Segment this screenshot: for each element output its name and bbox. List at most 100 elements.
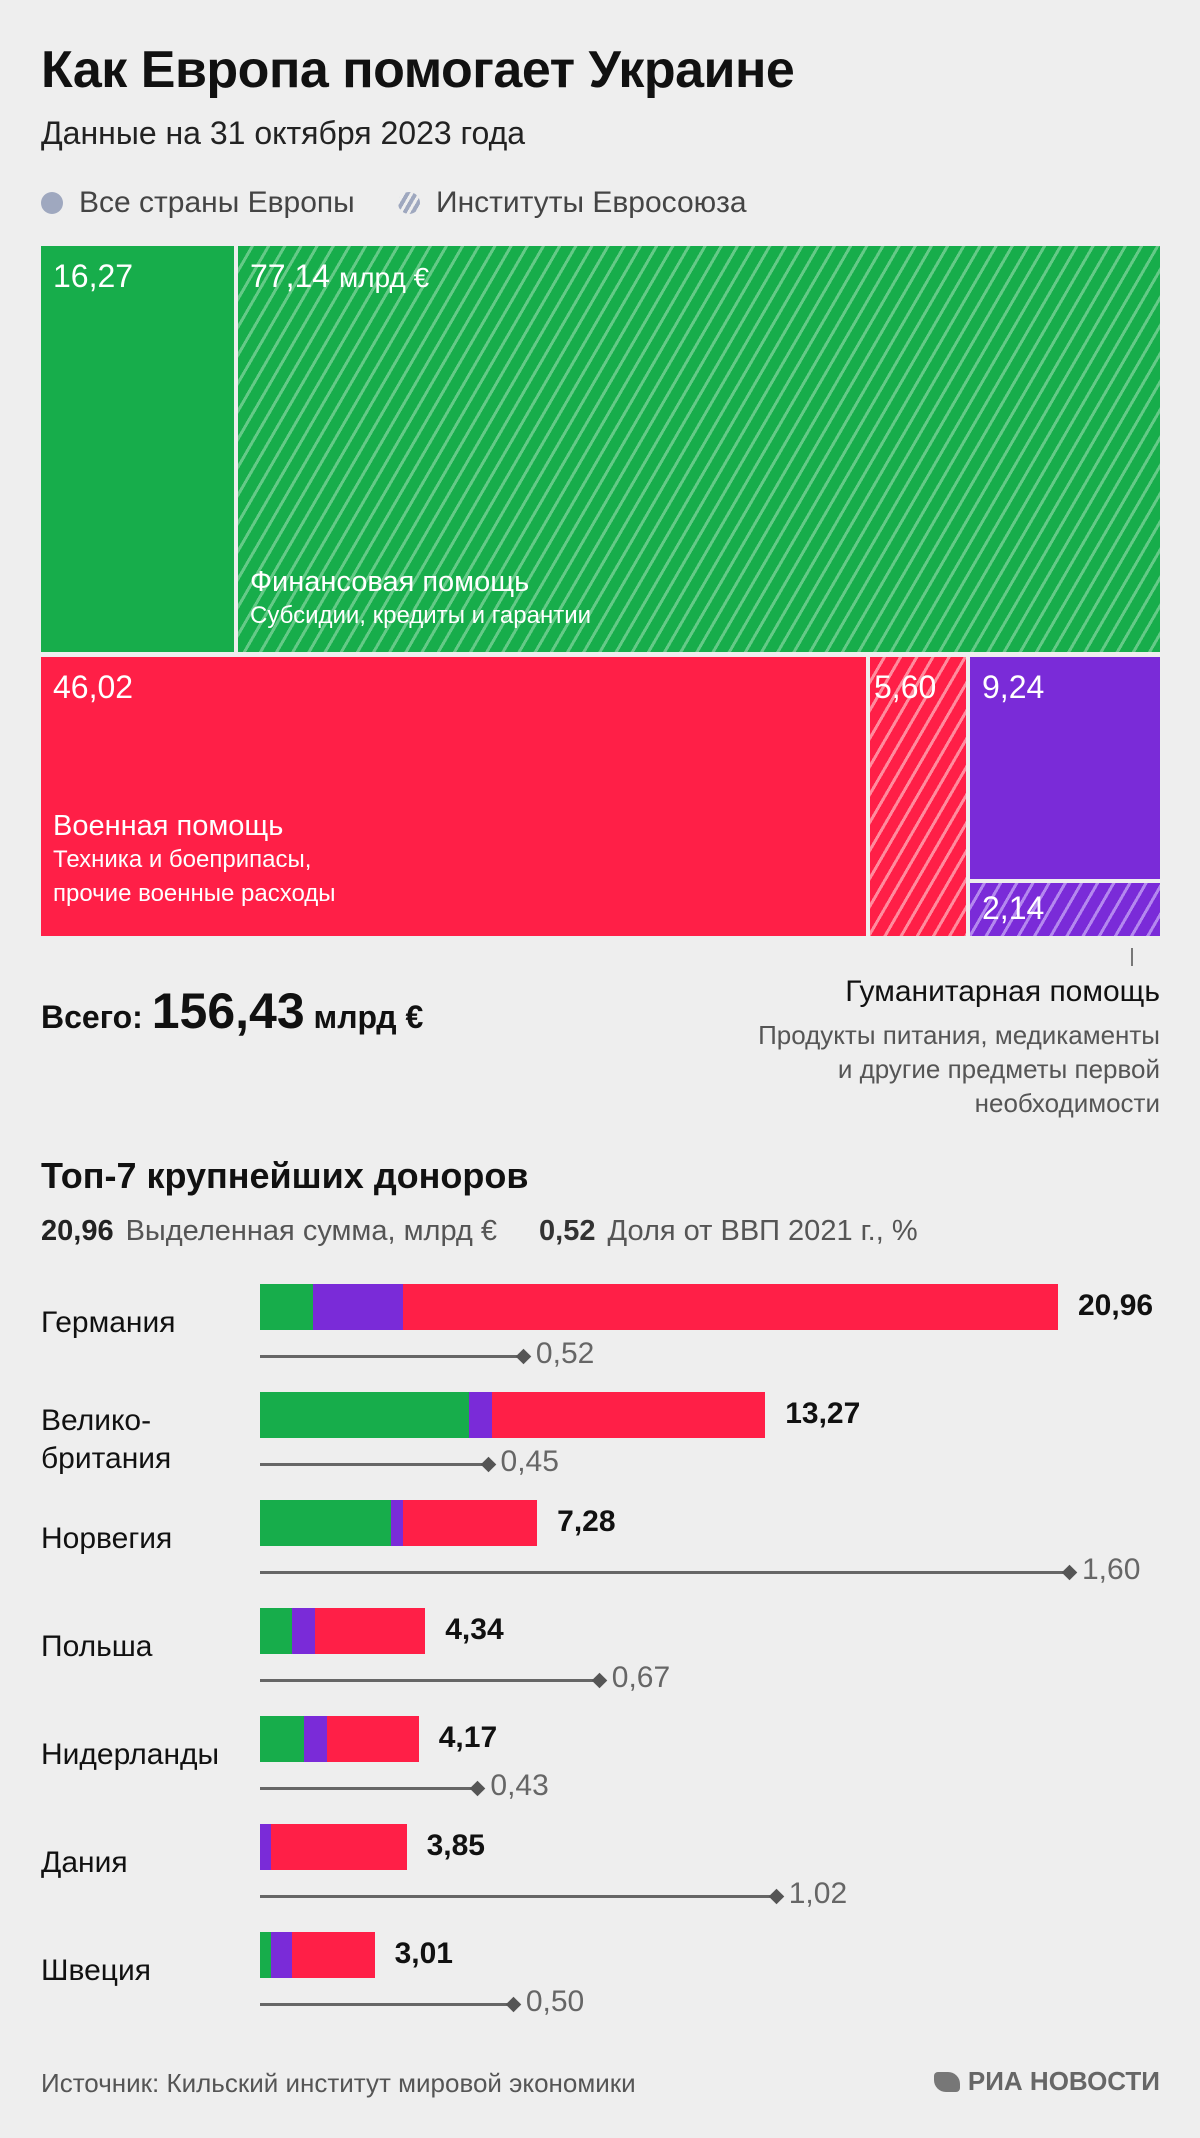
gdp-share-marker bbox=[505, 1996, 522, 2013]
humanitarian-pointer bbox=[1131, 948, 1133, 966]
ria-logo: РИА НОВОСТИ bbox=[933, 2066, 1160, 2097]
ria-logo-text: РИА НОВОСТИ bbox=[967, 2066, 1160, 2096]
bar-segment bbox=[402, 1500, 538, 1546]
country-label: Швеция bbox=[41, 1952, 151, 1990]
gdp-share-label: 0,52 bbox=[535, 1337, 595, 1370]
tile-humanitarian-countries-value: 9,24 bbox=[982, 669, 1045, 705]
source-note: Источник: Кильский институт мировой экон… bbox=[41, 2068, 636, 2098]
gdp-share-line bbox=[260, 1463, 488, 1466]
humanitarian-desc-line2: и другие предметы первой bbox=[837, 1054, 1160, 1084]
bar-segment bbox=[260, 1500, 392, 1546]
gdp-share-line bbox=[260, 2003, 513, 2006]
tile-military-countries-value: 46,02 bbox=[53, 669, 134, 705]
country-label-line: Дания bbox=[41, 1846, 128, 1879]
gdp-share-line bbox=[260, 1679, 599, 1682]
tile-humanitarian-countries: 9,24 bbox=[970, 657, 1160, 879]
humanitarian-desc-line3: необходимости bbox=[974, 1088, 1160, 1118]
bar-segment bbox=[260, 1716, 304, 1762]
gdp-share-marker bbox=[1061, 1564, 1078, 1581]
bar-value-label: 3,85 bbox=[426, 1829, 485, 1862]
military-desc-line2: прочие военные расходы bbox=[53, 880, 336, 907]
tile-military-countries: 46,02 Военная помощь Техника и боеприпас… bbox=[41, 657, 866, 936]
gdp-share-label: 0,45 bbox=[500, 1445, 559, 1478]
gdp-share-marker bbox=[515, 1348, 532, 1365]
bar-segment bbox=[260, 1284, 314, 1330]
bar-segment bbox=[292, 1608, 316, 1654]
financial-title: Финансовая помощь bbox=[250, 566, 530, 598]
country-label: Норвегия bbox=[41, 1520, 172, 1558]
bar-value-label: 13,27 bbox=[785, 1397, 861, 1430]
financial-desc: Субсидии, кредиты и гарантии bbox=[250, 602, 592, 629]
key-gdp-label: Доля от ВВП 2021 г., % bbox=[607, 1215, 918, 1247]
country-label: Германия bbox=[41, 1304, 176, 1342]
bar-segment bbox=[271, 1824, 407, 1870]
page-title: Как Европа помогает Украине bbox=[41, 41, 795, 99]
bar-segment bbox=[391, 1500, 403, 1546]
key-gdp-example: 0,52 bbox=[539, 1215, 596, 1247]
legend-countries-dot-icon bbox=[41, 192, 63, 214]
tile-military-eu-value: 5,60 bbox=[874, 669, 937, 705]
bar-value-label: 4,34 bbox=[445, 1613, 504, 1646]
legend-countries-label: Все страны Европы bbox=[79, 186, 355, 219]
bar-segment bbox=[492, 1392, 766, 1438]
gdp-share-marker bbox=[470, 1780, 486, 1797]
gdp-share-marker bbox=[591, 1672, 608, 1689]
gdp-share-label: 0,43 bbox=[490, 1769, 549, 1802]
country-label-line: Швеция bbox=[41, 1954, 151, 1987]
country-label: Дания bbox=[41, 1844, 128, 1882]
country-label-line: Норвегия bbox=[41, 1522, 173, 1555]
country-label-line: Нидерланды bbox=[41, 1738, 220, 1771]
gdp-share-label: 0,50 bbox=[525, 1985, 585, 2018]
page-subtitle: Данные на 31 октября 2023 года bbox=[41, 115, 526, 151]
tile-financial-eu-number: 77,14 bbox=[250, 258, 331, 294]
country-label-line: британия bbox=[41, 1442, 172, 1475]
financial-category-label: Финансовая помощь Субсидии, кредиты и га… bbox=[250, 566, 591, 633]
bar-value-label: 4,17 bbox=[438, 1721, 498, 1754]
humanitarian-desc-line1: Продукты питания, медикаменты bbox=[758, 1020, 1160, 1050]
tile-financial-eu: 77,14 млрд € Финансовая помощь Субсидии,… bbox=[238, 246, 1160, 652]
key-value-label: Выделенная сумма, млрд € bbox=[125, 1215, 498, 1247]
bar-segment bbox=[260, 1608, 293, 1654]
bar-segment bbox=[402, 1284, 1058, 1330]
legend-eu-label: Институты Евросоюза bbox=[436, 186, 747, 219]
total-unit: млрд € bbox=[313, 999, 424, 1035]
tile-financial-countries: 16,27 bbox=[41, 246, 234, 652]
legend-eu: Институты Евросоюза bbox=[398, 186, 747, 220]
gdp-share-line bbox=[260, 1571, 1069, 1574]
military-desc-line1: Техника и боеприпасы, bbox=[53, 846, 312, 873]
bar-value-label: 7,28 bbox=[557, 1505, 616, 1538]
country-label-line: Велико- bbox=[41, 1404, 152, 1437]
chart-key: 20,96 Выделенная сумма, млрд € 0,52 Доля… bbox=[41, 1215, 918, 1248]
top-donors-title: Топ-7 крупнейших доноров bbox=[41, 1155, 529, 1196]
military-category-label: Военная помощь Техника и боеприпасы, про… bbox=[53, 810, 336, 911]
tile-financial-countries-value: 16,27 bbox=[53, 258, 134, 294]
country-label-line: Польша bbox=[41, 1630, 153, 1663]
country-label: Нидерланды bbox=[41, 1736, 219, 1774]
gdp-share-label: 1,02 bbox=[788, 1877, 848, 1910]
bar-segment bbox=[313, 1284, 403, 1330]
bar-segment bbox=[292, 1932, 375, 1978]
humanitarian-title: Гуманитарная помощь bbox=[845, 975, 1160, 1008]
tile-financial-eu-unit: млрд € bbox=[338, 262, 430, 293]
total-summary: Всего: 156,43 млрд € bbox=[41, 982, 423, 1040]
bar-segment bbox=[303, 1716, 327, 1762]
legend-eu-hatch-icon bbox=[398, 192, 420, 214]
country-label: Польша bbox=[41, 1628, 152, 1666]
gdp-share-line bbox=[260, 1355, 523, 1358]
total-label: Всего: bbox=[41, 999, 143, 1035]
bar-segment bbox=[315, 1608, 426, 1654]
gdp-share-line bbox=[260, 1787, 478, 1790]
tile-military-eu: 5,60 bbox=[870, 657, 966, 936]
bar-segment bbox=[260, 1824, 272, 1870]
gdp-share-marker bbox=[480, 1456, 496, 1473]
military-title: Военная помощь bbox=[53, 810, 284, 842]
bar-value-label: 3,01 bbox=[394, 1937, 453, 1970]
bar-segment bbox=[469, 1392, 493, 1438]
ria-logo-icon bbox=[933, 2071, 960, 2092]
tile-humanitarian-eu-value: 2,14 bbox=[982, 890, 1045, 926]
country-label-line: Германия bbox=[41, 1306, 176, 1339]
key-value-example: 20,96 bbox=[41, 1215, 114, 1247]
bar-value-label: 20,96 bbox=[1078, 1289, 1154, 1322]
gdp-share-line bbox=[260, 1895, 776, 1898]
humanitarian-desc: Продукты питания, медикаменты и другие п… bbox=[700, 1018, 1160, 1120]
